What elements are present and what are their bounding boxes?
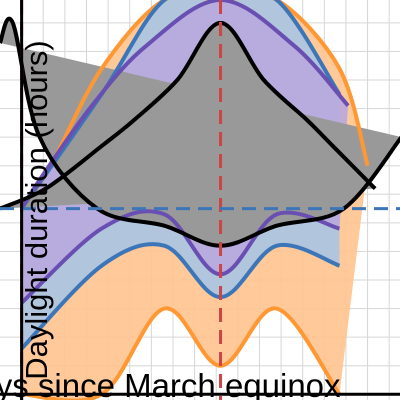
x-axis-label: Days since March equinox [0,367,341,400]
series-line-purple-upper [19,0,350,210]
series-line-purple-lower [20,209,341,305]
series-line-blue-upper [19,0,342,210]
series-line-dark-grey-fill-black-outline-a [0,16,400,248]
series-fill-dark-grey-fill-black-outline-b [0,22,376,209]
series-line-dark-grey-fill-black-outline-b [0,20,377,211]
y-axis-label: Daylight duration (hours) [19,40,54,379]
series-line-blue-lower [20,242,341,350]
